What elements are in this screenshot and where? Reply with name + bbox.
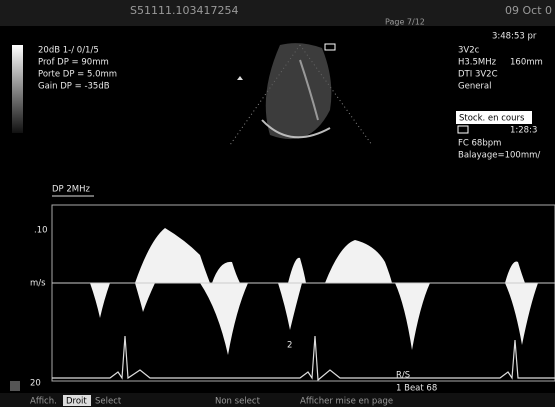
date: 09 Oct 0: [505, 4, 552, 17]
header-bar: [0, 0, 555, 26]
footer-unselect[interactable]: Non select: [215, 397, 261, 407]
probe: 3V2c: [458, 46, 480, 56]
time: 3:48:53 pr: [492, 32, 537, 42]
left-setting: 20dB 1-/ 0/1/5: [38, 46, 99, 56]
page-number: Page 7/12: [385, 18, 425, 27]
scale-top: .10: [34, 226, 48, 236]
preset: General: [458, 82, 492, 92]
frequency: H3.5MHz: [458, 58, 497, 68]
status: Stock. en cours: [459, 114, 525, 124]
doppler-label: DP 2MHz: [52, 185, 91, 195]
ultrasound-screen: S51111.103417254 Page 7/12 09 Oct 0 20dB…: [0, 0, 555, 407]
footer-select[interactable]: Select: [95, 397, 122, 407]
depth: 160mm: [510, 58, 543, 68]
grayscale-bar: [12, 45, 23, 133]
left-setting: Prof DP = 90mm: [38, 58, 109, 68]
footer-layout[interactable]: Afficher mise en page: [300, 397, 393, 407]
footer-display: Affich.: [30, 397, 57, 407]
elapsed: 1:28:3: [510, 126, 537, 136]
rs-label: R/S: [396, 371, 410, 381]
corner-icon: [10, 381, 20, 391]
scale-bottom: 20: [30, 379, 41, 389]
left-setting: Gain DP = -35dB: [38, 82, 110, 92]
unit: m/s: [30, 279, 46, 289]
left-setting: Porte DP = 5.0mm: [38, 70, 117, 80]
file-id: S51111.103417254: [130, 4, 238, 17]
droit-label[interactable]: Droit: [66, 397, 87, 407]
beat-label: 1 Beat 68: [396, 384, 437, 394]
heart-rate: FC 68bpm: [458, 139, 501, 149]
sweep: Balayage=100mm/: [458, 151, 540, 161]
marker: 2: [287, 341, 292, 351]
mode: DTI 3V2C: [458, 70, 498, 80]
